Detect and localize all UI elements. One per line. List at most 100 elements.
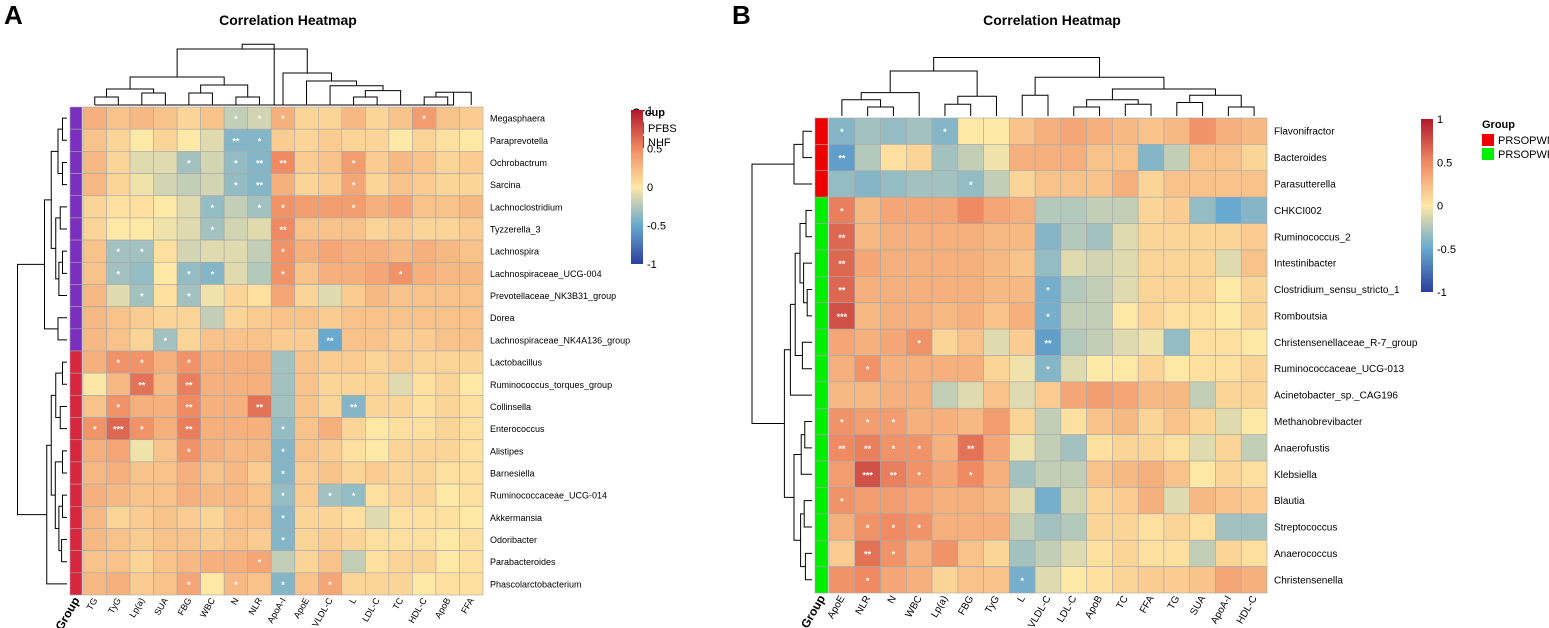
heatmap-cell xyxy=(317,550,343,574)
heatmap-cell xyxy=(854,223,881,251)
significance-marker: ** xyxy=(350,402,358,412)
heatmap-cell xyxy=(200,417,225,441)
significance-marker: * xyxy=(840,417,844,427)
heatmap-cell xyxy=(388,173,413,197)
row-label: Acinetobacter_sp._CAG196 xyxy=(1274,391,1398,402)
heatmap-cell xyxy=(1137,276,1165,304)
heatmap-cell xyxy=(1189,196,1216,224)
heatmap-cell xyxy=(82,350,107,374)
heatmap-cell xyxy=(1060,328,1087,356)
significance-marker: * xyxy=(187,269,191,279)
heatmap-cell xyxy=(1240,381,1268,409)
heatmap-cell xyxy=(1189,223,1216,251)
heatmap-cell xyxy=(341,239,366,263)
heatmap-cell xyxy=(317,284,343,307)
heatmap-cell xyxy=(294,572,319,596)
heatmap-cell xyxy=(82,261,107,285)
heatmap-cell xyxy=(129,461,154,485)
heatmap-cell xyxy=(957,249,984,277)
heatmap-cell xyxy=(1086,117,1113,145)
heatmap-cell xyxy=(1137,487,1165,515)
heatmap-cell xyxy=(1137,196,1165,224)
dendrogram-branch xyxy=(59,206,67,230)
significance-marker: * xyxy=(328,491,332,501)
significance-marker: ** xyxy=(864,549,872,559)
heatmap-cell xyxy=(270,372,296,396)
heatmap-cell xyxy=(200,239,225,263)
heatmap-cell xyxy=(82,151,107,174)
heatmap-cell xyxy=(1034,460,1062,488)
heatmap-cell xyxy=(365,239,390,263)
heatmap-cell xyxy=(200,483,225,507)
heatmap-cell xyxy=(1060,460,1087,488)
heatmap-cell xyxy=(828,223,856,251)
heatmap-cell xyxy=(247,372,272,396)
heatmap-cell xyxy=(435,350,460,374)
heatmap-cell xyxy=(153,439,178,463)
heatmap-cell xyxy=(854,566,881,594)
heatmap-cell xyxy=(1215,460,1242,488)
heatmap-cell xyxy=(317,217,343,241)
heatmap-cell xyxy=(176,106,201,130)
heatmap-cell xyxy=(412,217,437,241)
heatmap-cell xyxy=(1163,249,1191,277)
heatmap-cell xyxy=(153,395,178,418)
significance-marker: * xyxy=(840,497,844,507)
heatmap-cell xyxy=(1009,302,1036,330)
heatmap-cell xyxy=(880,249,907,277)
heatmap-cell xyxy=(294,417,319,441)
heatmap-cell xyxy=(905,381,933,409)
row-label: Enterococcus xyxy=(490,424,545,434)
column-label: WBC xyxy=(904,594,925,620)
heatmap-cell xyxy=(365,328,390,352)
heatmap-cell xyxy=(294,217,319,241)
heatmap-cell xyxy=(365,528,390,551)
heatmap-cell xyxy=(365,572,390,596)
heatmap-cell xyxy=(153,284,178,307)
heatmap-cell xyxy=(435,306,460,330)
row-label: Ruminococcus_2 xyxy=(1274,232,1351,243)
heatmap-cell xyxy=(1034,117,1062,145)
heatmap-cell xyxy=(435,528,460,551)
heatmap-cell xyxy=(1112,381,1139,409)
heatmap-cell xyxy=(435,239,460,263)
heatmap-cell xyxy=(905,513,933,541)
heatmap-cell xyxy=(412,261,437,285)
heatmap-cell xyxy=(1137,407,1165,435)
heatmap-cell xyxy=(1112,460,1139,488)
heatmap-cell xyxy=(1215,539,1242,567)
significance-marker: * xyxy=(117,402,121,412)
heatmap-cell xyxy=(82,505,107,529)
heatmap-cell xyxy=(341,550,366,574)
heatmap-cell xyxy=(435,151,460,174)
colorbar-tick-label: 1 xyxy=(1437,114,1443,126)
heatmap-cell xyxy=(983,249,1010,277)
row-label: Methanobrevibacter xyxy=(1274,417,1363,428)
row-label: Clostridium_sensu_stricto_1 xyxy=(1274,285,1400,296)
heatmap-cell xyxy=(1009,276,1036,304)
row-label: Anaerofustis xyxy=(1274,443,1330,454)
heatmap-cell xyxy=(435,128,460,152)
heatmap-cell xyxy=(1086,223,1113,251)
heatmap-cell xyxy=(1215,302,1242,330)
heatmap-cell xyxy=(317,151,343,174)
group-annotation-cell xyxy=(814,487,829,515)
heatmap-cell xyxy=(129,328,154,352)
heatmap-cell xyxy=(880,487,907,515)
heatmap-cell xyxy=(983,407,1010,435)
dendrogram-branch xyxy=(799,223,806,284)
significance-marker: * xyxy=(234,580,238,590)
heatmap-cell xyxy=(1137,170,1165,198)
heatmap-cell xyxy=(983,434,1010,462)
heatmap-cell xyxy=(1060,539,1087,567)
heatmap-cell xyxy=(247,350,272,374)
row-label: Blautia xyxy=(1274,496,1305,507)
column-label: FBG xyxy=(956,594,976,617)
heatmap-cell xyxy=(1215,170,1242,198)
group-axis-label: Group xyxy=(52,595,82,628)
significance-marker: ** xyxy=(967,444,975,454)
heatmap-cell xyxy=(294,350,319,374)
heatmap-cell xyxy=(957,276,984,304)
heatmap-cell xyxy=(1240,355,1268,383)
significance-marker: * xyxy=(917,523,921,533)
